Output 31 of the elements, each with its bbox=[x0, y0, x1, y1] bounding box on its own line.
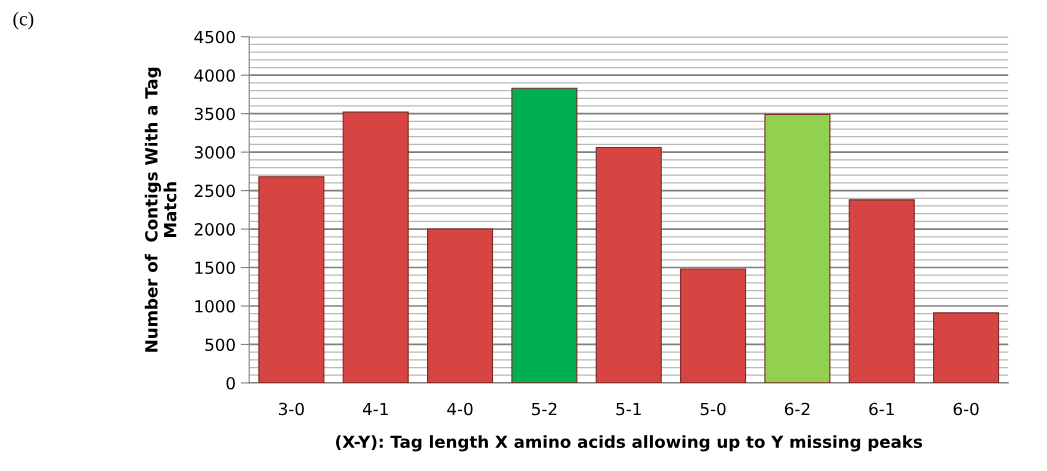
x-tick-label: 5-0 bbox=[700, 402, 726, 416]
y-tick-label: 2000 bbox=[194, 223, 235, 236]
bar bbox=[427, 228, 494, 383]
bar bbox=[764, 113, 831, 383]
x-tick-label: 4-0 bbox=[447, 402, 473, 416]
y-tick-label: 4500 bbox=[194, 30, 235, 44]
y-tick-label: 2500 bbox=[194, 184, 235, 198]
bar bbox=[933, 312, 1000, 383]
x-axis-title: (X-Y): Tag length X amino acids allowing up to Y missing peaks bbox=[336, 435, 923, 452]
x-tick-label: 6-0 bbox=[953, 402, 979, 416]
y-tick-label: 4000 bbox=[194, 69, 235, 82]
bar bbox=[511, 87, 578, 383]
y-tick-label: 1500 bbox=[195, 261, 235, 275]
x-tick-label: 5-1 bbox=[616, 402, 641, 416]
y-tick-label: 1000 bbox=[195, 299, 235, 313]
bar bbox=[680, 268, 747, 383]
bar bbox=[595, 146, 662, 383]
y-tick-label: 0 bbox=[226, 376, 235, 390]
y-axis-title: Number of Contigs With a Tag Match bbox=[144, 67, 177, 352]
y-tick-label: 3500 bbox=[194, 107, 235, 121]
x-tick-label: 3-0 bbox=[279, 402, 304, 416]
x-tick-label: 5-2 bbox=[532, 402, 557, 416]
bar bbox=[848, 199, 915, 383]
x-tick-label: 6-2 bbox=[784, 402, 810, 416]
y-tick-label: 3000 bbox=[194, 146, 235, 159]
x-tick-label: 6-1 bbox=[869, 402, 894, 416]
x-tick-label: 4-1 bbox=[362, 402, 388, 416]
bar bbox=[258, 176, 325, 383]
bar bbox=[342, 111, 409, 383]
y-tick-label: 500 bbox=[205, 338, 235, 352]
text: (c) bbox=[13, 11, 34, 30]
